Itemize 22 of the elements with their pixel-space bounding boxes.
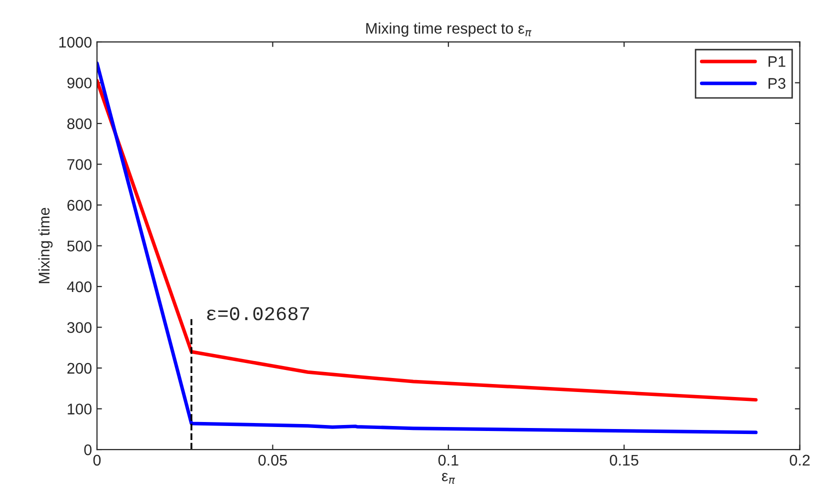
x-tick-label: 0.15 [610, 454, 638, 466]
legend-label: P1 [768, 56, 786, 67]
x-tick-label: 0.2 [790, 454, 810, 466]
y-tick-label: 700 [67, 159, 92, 170]
y-tick-label: 400 [67, 281, 92, 292]
chart-title: Mixing time respect to ε$_{π}$ [366, 22, 532, 37]
y-tick-label: 1000 [59, 36, 92, 48]
y-axis-title: Mixing time [38, 208, 53, 284]
x-axis-title: ε$_{π}$ [442, 472, 455, 484]
y-tick-label: 300 [67, 322, 92, 333]
y-tick-label: 0 [84, 444, 92, 456]
y-tick-label: 600 [67, 200, 92, 211]
x-tick-label: 0 [93, 454, 101, 466]
y-tick-label: 500 [67, 240, 92, 252]
x-tick-label: 0.1 [438, 454, 458, 466]
legend-label: P3 [768, 78, 786, 89]
y-tick-label: 900 [67, 78, 92, 88]
y-tick-label: 100 [68, 404, 92, 414]
y-tick-label: 200 [67, 362, 92, 374]
x-tick-label: 0.05 [258, 454, 287, 466]
ref-line-label: ε=0.02687 [207, 307, 309, 320]
y-tick-label: 800 [67, 118, 92, 130]
